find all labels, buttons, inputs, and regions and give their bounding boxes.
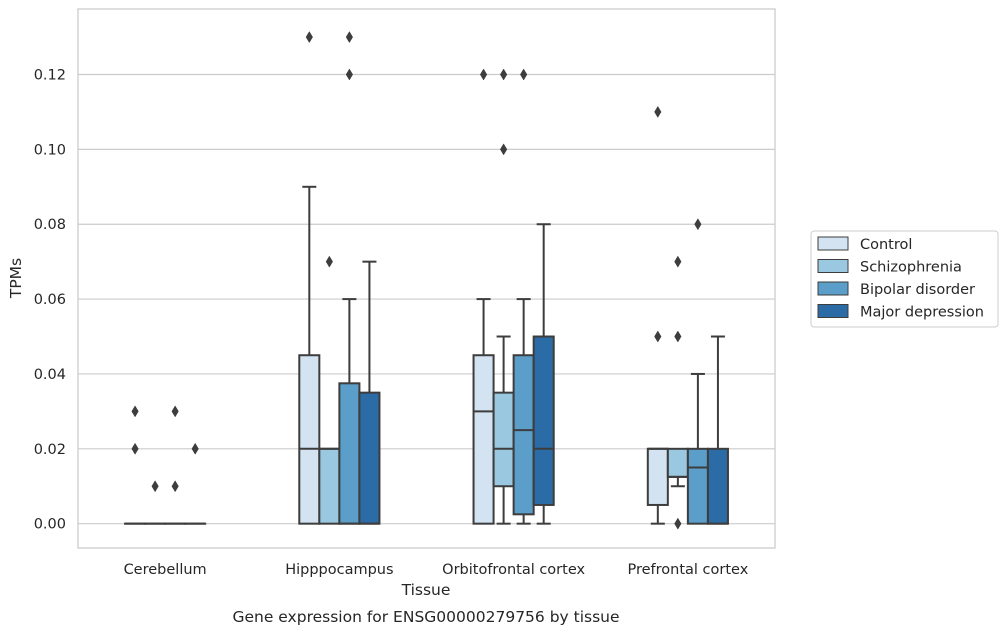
box-group [145,481,165,524]
box-rect [319,449,339,524]
outlier-marker [192,443,199,454]
box-rect [474,355,494,523]
y-tick-label: 0.08 [34,217,66,233]
box-group [299,32,319,524]
outlier-marker [132,406,139,417]
y-tick-label: 0.00 [34,517,66,533]
box-rect [648,449,668,505]
outlier-marker [675,331,682,342]
outlier-marker [675,256,682,267]
box-rect [534,337,554,505]
boxes [125,32,728,530]
box-group [339,32,359,524]
box-group [165,406,185,524]
x-tick-label: Cerebellum [124,562,207,578]
figure-caption: Gene expression for ENSG00000279756 by t… [232,608,619,626]
box-group [319,256,339,524]
box-group [648,106,668,523]
legend-label: Major depression [860,305,984,321]
legend-label: Bipolar disorder [860,282,975,298]
outlier-marker [172,481,179,492]
box-rect [708,449,728,524]
boxplot-chart: 0.00 0.02 0.04 0.06 0.08 0.10 0.12 Cerebellum H… [0,0,1007,634]
y-tick-labels: 0.00 0.02 0.04 0.06 0.08 0.10 0.12 [34,68,66,533]
box-rect [339,383,359,523]
outlier-marker [326,256,333,267]
legend-swatch [818,260,848,273]
y-tick-label: 0.02 [34,442,66,458]
box-rect [494,393,514,487]
outlier-marker [346,32,353,43]
box-rect [668,449,688,477]
box-rect [514,355,534,514]
outlier-marker [655,331,662,342]
legend-label: Control [860,237,912,253]
legend: Control Schizophrenia Bipolar disorder Majo… [811,231,998,327]
outlier-marker [306,32,313,43]
outlier-marker [346,69,353,80]
y-tick-label: 0.10 [34,142,66,158]
legend-swatch [818,282,848,295]
box-group [708,337,728,524]
legend-swatch [818,305,848,318]
box-group [185,443,205,523]
outlier-marker [500,144,507,155]
outlier-marker [655,106,662,117]
y-tick-label: 0.12 [34,68,66,84]
box-rect [299,355,319,523]
box-rect [688,449,708,524]
y-tick-label: 0.04 [34,367,66,383]
outlier-marker [500,69,507,80]
legend-label: Schizophrenia [860,260,962,276]
box-group [514,69,534,524]
box-group [668,256,688,529]
x-tick-label: Orbitofrontal cortex [442,562,585,578]
x-tick-labels: Cerebellum Hipppocampus Orbitofrontal cort… [124,562,749,578]
x-axis-label: Tissue [401,581,451,599]
legend-swatch [818,237,848,250]
box-rect [359,393,379,524]
outlier-marker [152,481,159,492]
box-group [474,69,494,524]
box-group [688,219,708,524]
box-group [494,69,514,524]
box-group [125,406,145,524]
outlier-marker [520,69,527,80]
outlier-marker [695,219,702,230]
x-tick-label: Prefrontal cortex [627,562,748,578]
box-group [534,224,554,523]
outlier-marker [480,69,487,80]
outlier-marker [132,443,139,454]
y-tick-label: 0.06 [34,292,66,308]
x-tick-label: Hipppocampus [285,562,393,578]
outlier-marker [675,518,682,529]
outlier-marker [172,406,179,417]
box-group [359,262,379,524]
y-axis-label: TPMs [7,258,25,299]
